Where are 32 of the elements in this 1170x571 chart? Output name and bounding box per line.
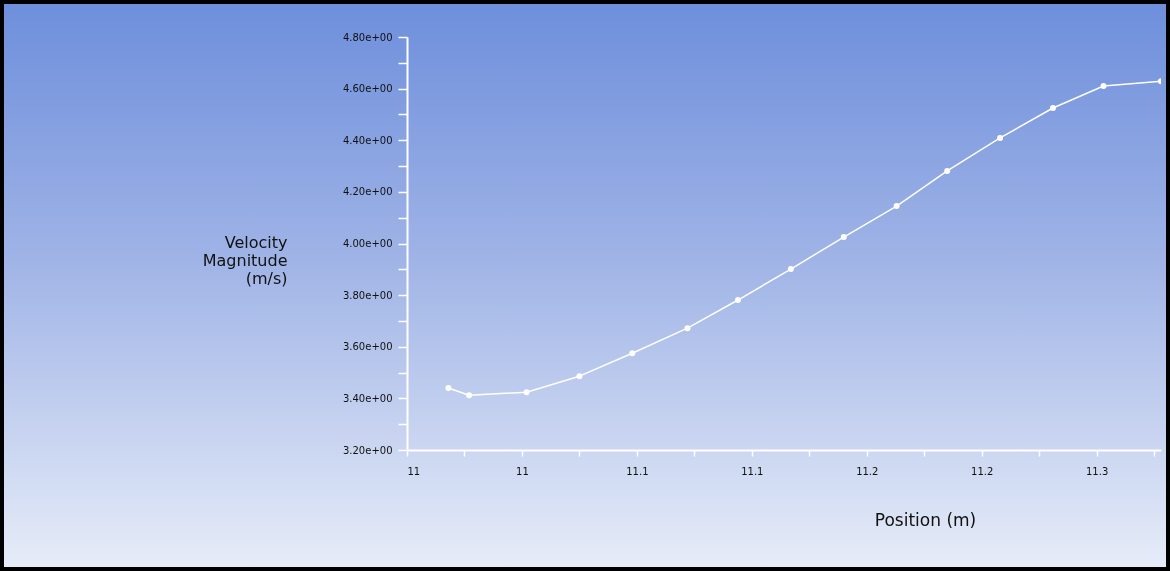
x-tick-label: 11 xyxy=(407,465,421,477)
x-axis-title: Position (m) xyxy=(874,509,977,530)
y-axis-title: Velocity Magnitude (m/s) xyxy=(202,232,288,288)
point xyxy=(944,167,951,174)
y-tick-label: 3.60e+00 xyxy=(342,341,393,353)
point xyxy=(576,373,583,380)
x-tick-label: 11.1 xyxy=(741,465,764,477)
x-tick-label: 11.1 xyxy=(626,465,649,477)
point xyxy=(684,325,691,332)
point xyxy=(523,389,530,396)
y-tick-label: 3.80e+00 xyxy=(342,289,393,301)
x-tick-label: 11.2 xyxy=(971,465,994,477)
y-tick-label: 4.40e+00 xyxy=(342,134,393,146)
y-tick-label: 4.60e+00 xyxy=(342,83,393,95)
point xyxy=(893,203,900,210)
point xyxy=(997,134,1004,141)
point xyxy=(787,266,794,273)
y-tick-label: 4.20e+00 xyxy=(342,186,393,198)
point xyxy=(1100,83,1107,90)
point xyxy=(445,385,452,392)
y-tick-label: 4.00e+00 xyxy=(342,238,393,249)
x-tick-label: 11.2 xyxy=(856,465,879,477)
y-tick-label: 4.80e+00 xyxy=(342,31,393,43)
y-tick-label: 3.20e+00 xyxy=(342,444,393,456)
y-tick-label: 3.40e+00 xyxy=(342,392,393,404)
x-tick-label: 11.3 xyxy=(1086,465,1109,477)
x-tick-label: 11 xyxy=(516,465,529,477)
point xyxy=(629,350,636,357)
point xyxy=(466,392,473,399)
point xyxy=(1049,104,1056,111)
point xyxy=(840,234,847,241)
point xyxy=(735,297,742,304)
